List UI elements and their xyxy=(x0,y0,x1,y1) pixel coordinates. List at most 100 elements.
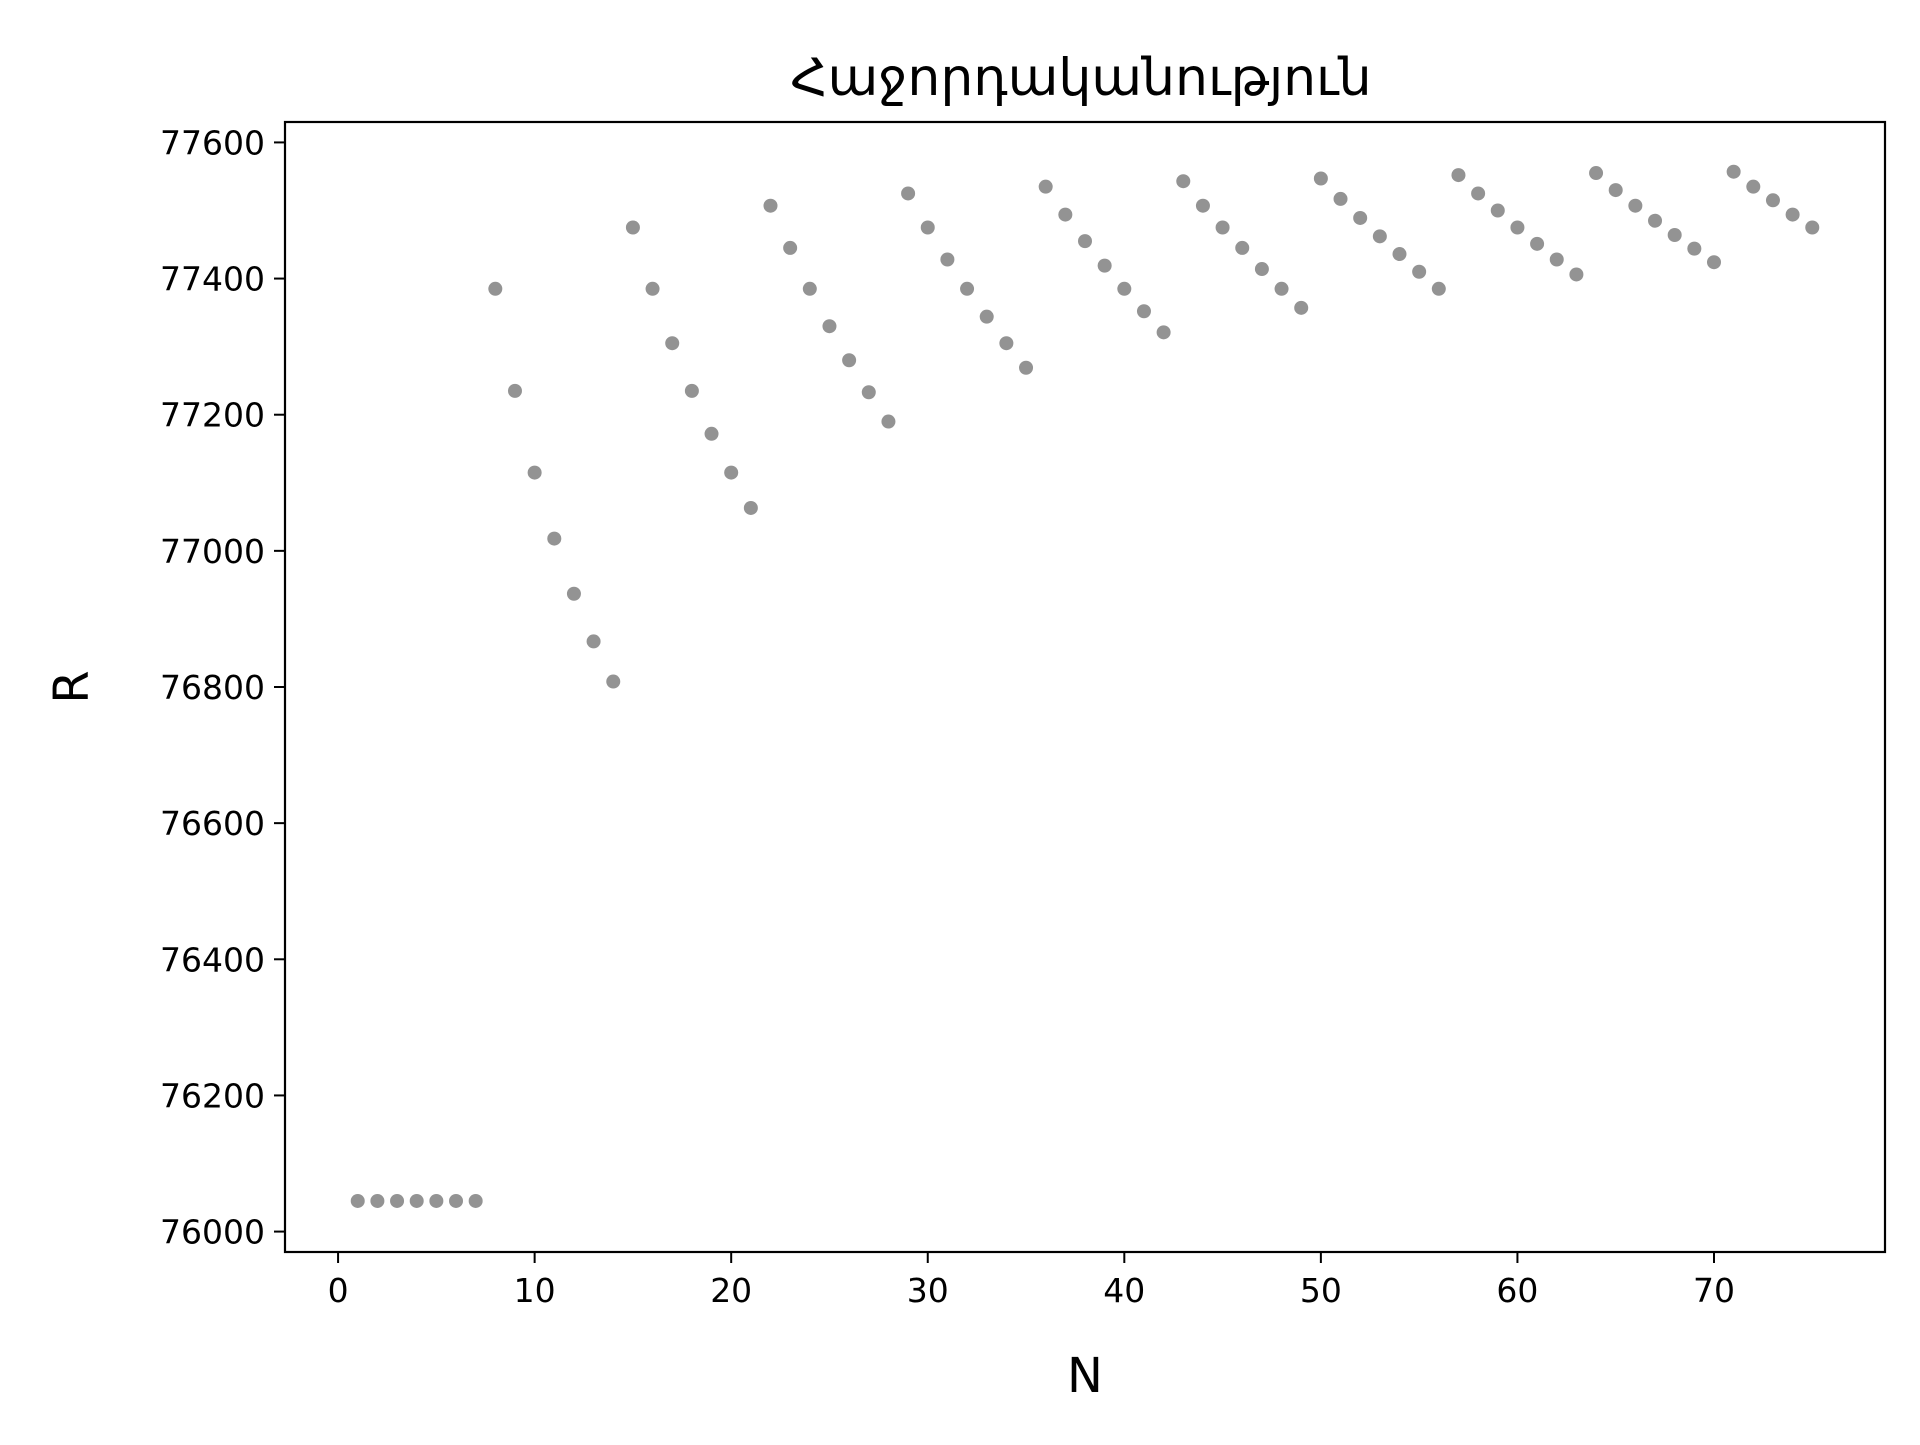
y-tick-label: 77000 xyxy=(160,532,265,571)
y-axis: 76000 76200 76400 76600 76800 77000 77200 77400… xyxy=(160,123,285,1252)
data-point xyxy=(1628,198,1643,213)
data-point xyxy=(842,353,857,368)
data-point xyxy=(527,465,542,480)
data-point xyxy=(1746,179,1761,194)
data-point xyxy=(1392,247,1407,262)
data-point xyxy=(1176,174,1191,189)
data-point xyxy=(1608,183,1623,198)
data-point xyxy=(350,1193,365,1208)
data-point xyxy=(1805,220,1820,235)
y-tick-label: 77400 xyxy=(160,260,265,299)
data-point xyxy=(1097,258,1112,273)
x-tick-label: 20 xyxy=(710,1271,752,1310)
y-tick-label: 76600 xyxy=(160,804,265,843)
x-tick-label: 70 xyxy=(1693,1271,1735,1310)
data-point xyxy=(901,186,916,201)
data-point xyxy=(940,252,955,267)
data-point xyxy=(625,220,640,235)
x-tick-label: 60 xyxy=(1496,1271,1538,1310)
data-points xyxy=(350,164,1820,1208)
data-point xyxy=(1490,203,1505,218)
data-point xyxy=(783,240,798,255)
x-tick-label: 50 xyxy=(1300,1271,1342,1310)
data-point xyxy=(1412,264,1427,279)
data-point xyxy=(960,281,975,296)
y-axis-label: R xyxy=(44,670,100,703)
data-point xyxy=(547,531,562,546)
data-point xyxy=(1038,179,1053,194)
data-point xyxy=(606,674,621,689)
y-tick-label: 76200 xyxy=(160,1076,265,1115)
data-point xyxy=(1372,229,1387,244)
data-point xyxy=(1156,325,1171,340)
data-point xyxy=(1235,240,1250,255)
y-tick-label: 76800 xyxy=(160,668,265,707)
data-point xyxy=(763,198,778,213)
data-point xyxy=(370,1193,385,1208)
data-point xyxy=(586,634,601,649)
plot-area-frame xyxy=(283,120,1887,1254)
data-point xyxy=(409,1193,424,1208)
data-point xyxy=(1333,191,1348,206)
data-point xyxy=(1431,281,1446,296)
data-point xyxy=(743,500,758,515)
data-point xyxy=(1254,262,1269,277)
x-axis: 0 10 20 30 40 50 60 70 xyxy=(328,1252,1735,1310)
data-point xyxy=(802,281,817,296)
data-point xyxy=(488,281,503,296)
data-point xyxy=(1313,171,1328,186)
data-point xyxy=(1136,304,1151,319)
data-point xyxy=(1726,164,1741,179)
data-point xyxy=(468,1193,483,1208)
data-point xyxy=(881,414,896,429)
data-point xyxy=(1471,186,1486,201)
chart-title: Հաջորդականություն xyxy=(790,48,1371,108)
data-point xyxy=(1785,207,1800,222)
data-point xyxy=(1687,241,1702,256)
data-point xyxy=(1589,166,1604,181)
x-tick-label: 0 xyxy=(328,1271,349,1310)
data-point xyxy=(1274,281,1289,296)
data-point xyxy=(861,385,876,400)
data-point xyxy=(390,1193,405,1208)
data-point xyxy=(1078,234,1092,249)
x-axis-label: N xyxy=(1067,1348,1103,1404)
data-point xyxy=(1706,255,1721,270)
data-point xyxy=(1117,281,1132,296)
data-point xyxy=(1530,236,1545,251)
data-point xyxy=(566,586,581,601)
data-point xyxy=(1215,220,1230,235)
data-point xyxy=(645,281,660,296)
data-point xyxy=(1667,228,1682,242)
data-point xyxy=(1510,220,1525,235)
data-point xyxy=(822,319,837,334)
data-point xyxy=(1648,213,1663,228)
data-point xyxy=(1353,210,1368,225)
data-point xyxy=(724,465,739,480)
data-point xyxy=(1765,193,1780,208)
data-point xyxy=(1549,252,1564,267)
data-point xyxy=(665,336,680,351)
x-tick-label: 30 xyxy=(907,1271,949,1310)
data-point xyxy=(979,309,994,324)
data-point xyxy=(920,220,935,235)
x-tick-label: 40 xyxy=(1103,1271,1145,1310)
data-point xyxy=(999,336,1014,351)
data-point xyxy=(1019,360,1034,375)
y-tick-label: 77200 xyxy=(160,396,265,435)
data-point xyxy=(1058,207,1073,222)
data-point xyxy=(1294,300,1309,315)
data-point xyxy=(1195,198,1210,213)
data-point xyxy=(1451,168,1466,183)
data-point xyxy=(449,1193,464,1208)
data-point xyxy=(1569,267,1584,282)
data-point xyxy=(704,426,719,441)
y-tick-label: 76000 xyxy=(160,1213,265,1252)
y-tick-label: 76400 xyxy=(160,940,265,979)
data-point xyxy=(429,1193,444,1208)
data-point xyxy=(507,383,522,398)
data-point xyxy=(684,383,699,398)
y-tick-label: 77600 xyxy=(160,123,265,162)
